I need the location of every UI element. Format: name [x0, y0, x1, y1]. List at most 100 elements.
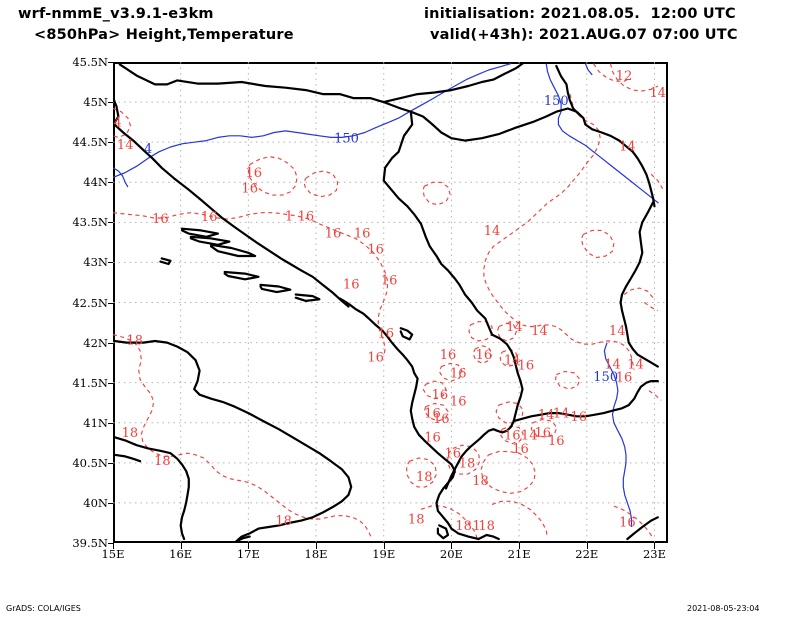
x-axis-labels: 15E 16E 17E 18E 19E 20E 21E 22E 23E [101, 547, 668, 567]
contour-label: 14 [504, 354, 521, 369]
contour-label: 1 [285, 209, 293, 224]
contour-label: 16 [619, 516, 636, 531]
gridlines-group [113, 62, 668, 543]
contour-label: 1 [472, 519, 480, 534]
contour-label: 4 [114, 116, 122, 131]
x-axis-tick-label: 17E [236, 547, 260, 561]
contour-label: 18 [455, 519, 472, 534]
y-axis-tick-mark [108, 262, 114, 264]
x-axis-tick-mark [654, 543, 656, 549]
x-axis-tick-label: 16E [169, 547, 193, 561]
contour-label: 16 [325, 226, 342, 241]
contour-label: 16 [241, 181, 258, 196]
contour-label: 16 [343, 278, 360, 293]
y-axis-tick-mark [108, 62, 114, 63]
x-axis-tick-label: 19E [372, 547, 396, 561]
y-axis-tick-label: 42.5N [72, 295, 108, 310]
y-axis-tick-label: 39.5N [72, 536, 108, 550]
y-axis-tick-label: 43.5N [72, 215, 108, 230]
contour-label: 16 [201, 210, 218, 225]
y-axis-tick-mark [108, 462, 114, 464]
contour-label: 14 [650, 86, 667, 101]
x-axis-tick-label: 23E [642, 547, 666, 561]
contour-label: 16 [354, 226, 371, 241]
y-axis-tick-label: 41N [83, 415, 108, 430]
contour-label: 14 [521, 428, 538, 443]
contour-label: 16 [381, 274, 398, 289]
contour-map-plot: 4 14 16 16 16 16 1 16 16 16 16 16 16 16 16 12 14 14 14 14 14… [113, 62, 668, 543]
y-axis-labels: 39.5N 40N 40.5N 41N 41.5N 42N 42.5N 43N 43.5N 44N… [40, 55, 108, 550]
contour-label: 16 [616, 371, 633, 386]
contour-label: 16 [432, 388, 449, 403]
contour-label: 14 [609, 324, 626, 339]
contour-label: 14 [484, 224, 501, 239]
x-axis-tick-mark [586, 543, 588, 549]
contour-label: 18 [275, 514, 292, 529]
render-timestamp: 2021-08-05-23:04 [687, 604, 760, 613]
contour-label: 18 [459, 456, 476, 471]
contour-label: 18 [472, 474, 489, 489]
contour-label: 16 [152, 212, 169, 227]
y-axis-tick-mark [108, 382, 114, 384]
contour-label: 14 [531, 324, 548, 339]
contour-label: 18 [154, 454, 171, 469]
contour-label: 16 [476, 348, 493, 363]
contour-label: 14 [538, 408, 555, 423]
y-axis-tick-mark [108, 222, 114, 224]
x-axis-tick-mark [451, 543, 453, 549]
contour-label: 16 [367, 351, 384, 366]
y-axis-tick-label: 44N [83, 175, 108, 190]
y-axis-tick-mark [108, 543, 114, 544]
contour-label: 16 [424, 407, 441, 422]
y-axis-tick-mark [108, 422, 114, 424]
x-axis-tick-mark [383, 543, 385, 549]
x-axis-tick-mark [113, 543, 114, 549]
contour-label: 16 [504, 428, 521, 443]
y-axis-tick-mark [108, 142, 114, 144]
contour-label: 16 [512, 442, 529, 457]
x-axis-tick-label: 18E [304, 547, 328, 561]
y-axis-tick-mark [108, 342, 114, 344]
model-title: wrf-nmmE_v3.9.1-e3km [18, 6, 214, 22]
contour-label: 16 [570, 410, 587, 425]
contour-label: 16 [535, 426, 552, 441]
contour-label: 18 [122, 426, 139, 441]
contour-label: 16 [433, 412, 450, 427]
contour-label: 16 [440, 348, 457, 363]
contour-label: 18 [126, 334, 143, 349]
y-axis-tick-label: 45.5N [72, 55, 108, 69]
contour-label: 14 [627, 358, 644, 373]
y-axis-tick-mark [108, 502, 114, 504]
y-axis-tick-mark [108, 302, 114, 304]
temperature-contours-group [113, 63, 664, 540]
y-axis-tick-label: 41.5N [72, 375, 108, 390]
contour-label: 18 [416, 470, 433, 485]
grads-credit: GrADS: COLA/IGES [6, 604, 81, 613]
contour-label: 14 [604, 358, 621, 373]
x-axis-tick-label: 22E [575, 547, 599, 561]
contour-label: 14 [117, 138, 134, 153]
contour-label: 14 [553, 407, 570, 422]
contour-label: 16 [518, 359, 535, 374]
x-axis-tick-mark [519, 543, 521, 549]
contour-label: 16 [246, 166, 263, 181]
contour-label: 16 [378, 327, 395, 342]
x-axis-tick-mark [316, 543, 318, 549]
valid-time: valid(+43h): 2021.AUG.07 07:00 UTC [430, 27, 738, 43]
y-axis-tick-label: 45N [83, 95, 108, 110]
contour-label: 14 [619, 140, 636, 155]
x-axis-tick-mark [248, 543, 250, 549]
y-axis-tick-label: 42N [83, 335, 108, 350]
contour-label: 16 [450, 395, 467, 410]
contour-label: 16 [450, 367, 467, 382]
y-axis-tick-mark [108, 182, 114, 184]
level-subtitle: <850hPa> Height,Temperature [34, 27, 294, 43]
contour-label: 150 [334, 132, 359, 147]
contour-label: 150 [544, 94, 569, 109]
contour-label: 18 [478, 519, 495, 534]
contour-label: 16 [298, 209, 315, 224]
contour-label: 16 [548, 434, 565, 449]
